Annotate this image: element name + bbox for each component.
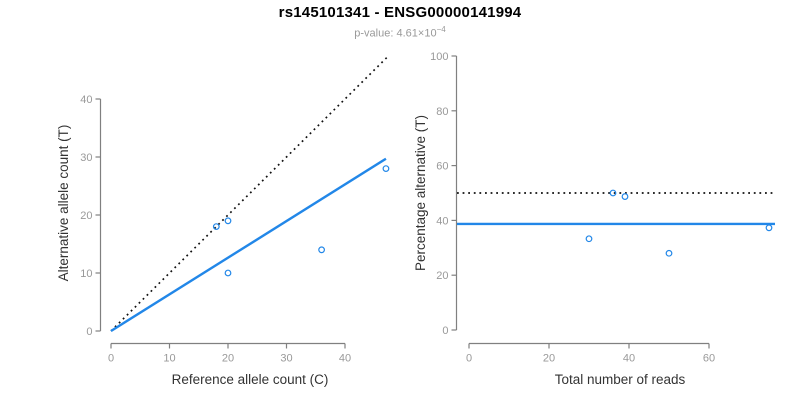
x-axis-title: Total number of reads (555, 372, 686, 387)
data-point (765, 224, 773, 232)
y-tick-label: 60 (436, 161, 448, 173)
y-axis-title: Alternative allele count (T) (56, 125, 71, 282)
x-tick-label: 10 (163, 353, 175, 365)
data-point (665, 249, 673, 257)
pvalue-times-sign: × (417, 27, 425, 40)
y-tick-label: 40 (436, 215, 448, 227)
scatter-plot-2: 0 20 40 60 80 100 0 20 40 60 Total number of reads… (413, 51, 775, 387)
y-axis-title: Percentage alternative (T) (413, 115, 428, 271)
x-tick-label: 20 (543, 353, 555, 365)
y-tick-label: 100 (430, 51, 448, 63)
data-point (621, 193, 629, 200)
pvalue-base: 10 (424, 27, 437, 40)
x-tick-label: 30 (280, 353, 292, 365)
pvalue-mantissa: 4.61 (396, 27, 418, 40)
pvalue-label: p-value: (354, 27, 397, 40)
y-tick-label: 0 (86, 326, 92, 338)
scatter-plot-1: 0 10 20 30 40 0 10 20 30 40 Reference allele count… (56, 54, 390, 387)
figure-subtitle: p-value: 4.61×10−4 (0, 25, 800, 40)
y-tick-label: 20 (80, 210, 92, 222)
x-axis-title: Reference allele count (C) (172, 372, 329, 387)
data-point (609, 189, 617, 197)
x-tick-label: 40 (623, 353, 635, 365)
y-tick-label: 20 (436, 270, 448, 282)
y-tick-label: 0 (442, 325, 448, 337)
figure-title: rs145101341 - ENSG00000141994 (278, 4, 522, 21)
y-tick-label: 10 (80, 268, 92, 280)
x-tick-label: 20 (222, 353, 234, 365)
data-point (212, 223, 220, 231)
x-tick-label: 0 (108, 353, 114, 365)
pvalue-exponent: −4 (436, 25, 446, 34)
data-point (224, 269, 232, 277)
y-tick-label: 40 (80, 94, 92, 106)
y-tick-label: 30 (80, 152, 92, 164)
data-point (318, 246, 326, 254)
identity-line (110, 54, 390, 332)
data-point (382, 165, 390, 173)
x-tick-label: 60 (703, 353, 715, 365)
data-point (224, 217, 232, 225)
y-tick-label: 80 (436, 106, 448, 118)
x-tick-label: 0 (466, 353, 472, 365)
data-point (585, 235, 593, 243)
fit-line (110, 157, 387, 333)
x-tick-label: 40 (339, 353, 351, 365)
